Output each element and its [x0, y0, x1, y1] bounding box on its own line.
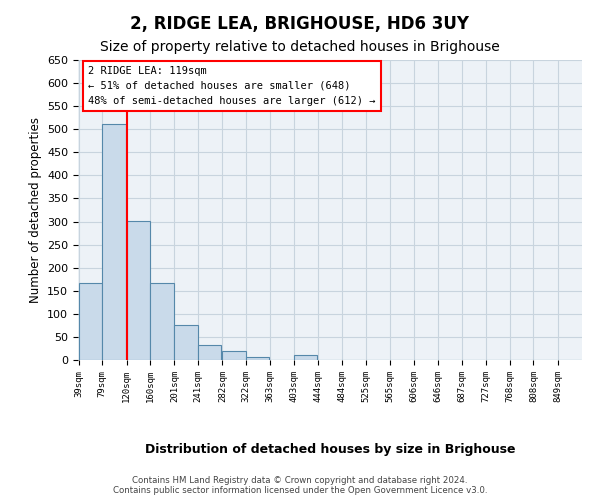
Bar — [198, 345, 221, 360]
Bar — [127, 220, 150, 360]
Bar — [246, 357, 269, 360]
Y-axis label: Number of detached properties: Number of detached properties — [29, 117, 41, 303]
Bar — [175, 325, 198, 360]
Text: Size of property relative to detached houses in Brighouse: Size of property relative to detached ho… — [100, 40, 500, 54]
Bar — [294, 356, 317, 360]
Bar — [150, 283, 173, 360]
Text: 2, RIDGE LEA, BRIGHOUSE, HD6 3UY: 2, RIDGE LEA, BRIGHOUSE, HD6 3UY — [131, 15, 470, 33]
Bar — [223, 351, 246, 360]
Text: Contains HM Land Registry data © Crown copyright and database right 2024.
Contai: Contains HM Land Registry data © Crown c… — [113, 476, 487, 495]
Bar — [102, 124, 125, 360]
Bar — [79, 283, 102, 360]
Text: Distribution of detached houses by size in Brighouse: Distribution of detached houses by size … — [145, 442, 515, 456]
Text: 2 RIDGE LEA: 119sqm
← 51% of detached houses are smaller (648)
48% of semi-detac: 2 RIDGE LEA: 119sqm ← 51% of detached ho… — [88, 66, 376, 106]
